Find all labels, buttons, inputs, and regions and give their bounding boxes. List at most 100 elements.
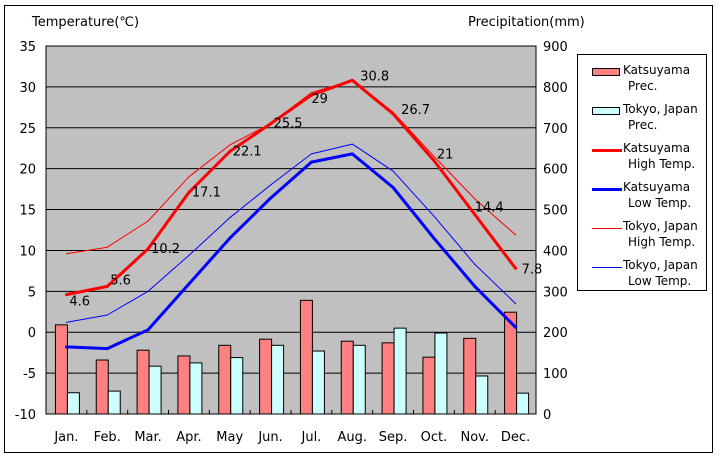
legend-swatch — [592, 228, 622, 229]
plot-area: 35 30 25 20 15 10 5 0 -5 -10 900 800 700 600 500 400 300… — [15, 40, 568, 445]
high-temp-data-label: 7.8 — [522, 262, 543, 277]
left-axis-title: Temperature(℃) — [31, 15, 139, 30]
katsuyama-low-temp-point — [391, 185, 395, 189]
tokyo-high-temp-point — [229, 144, 231, 146]
katsuyama-low-temp-point — [105, 347, 109, 351]
high-temp-data-label: 21 — [437, 147, 454, 162]
legend-label-line2: Low Temp. — [628, 196, 692, 210]
legend-item-tokyo-high-temp: Tokyo, Japan High Temp. — [578, 215, 708, 253]
katsuyama-high-temp-line — [66, 78, 517, 297]
legend-swatch — [592, 149, 622, 152]
high-temp-data-label: 30.8 — [360, 69, 389, 84]
legend-item-katsuyama-high-temp: Katsuyama High Temp. — [578, 137, 708, 175]
bar-katsuyama-prec — [218, 344, 232, 415]
x-tick-label: Aug. — [337, 430, 367, 445]
x-tick-label: Jul. — [301, 430, 322, 445]
katsuyama-high-temp-point — [105, 284, 109, 288]
bar-tokyo-prec — [230, 357, 244, 415]
legend-label: Katsuyama Prec. — [623, 62, 690, 94]
x-tick-label: Feb. — [94, 430, 121, 445]
bar-katsuyama-prec — [504, 311, 518, 415]
tokyo-low-temp-point — [229, 217, 231, 219]
tokyo-low-temp-line — [66, 143, 516, 323]
bar-katsuyama-prec — [177, 355, 191, 415]
bar-tokyo-prec — [66, 392, 80, 415]
legend-label-line1: Katsuyama — [623, 180, 691, 194]
right-tick-label: 800 — [543, 81, 568, 96]
legend-item-katsuyama-prec: Katsuyama Prec. — [578, 59, 708, 97]
legend-label: Tokyo, Japan Prec. — [623, 101, 698, 133]
left-tick-label: 15 — [19, 204, 36, 219]
right-tick-label: 200 — [543, 326, 568, 341]
tokyo-low-temp-point — [270, 184, 272, 186]
legend-swatch — [592, 68, 620, 76]
high-temp-data-label: 26.7 — [401, 103, 430, 118]
katsuyama-low-temp-point — [64, 345, 68, 349]
right-tick-label: 300 — [543, 285, 568, 300]
bar-tokyo-prec — [189, 362, 203, 415]
tokyo-high-temp-point — [351, 79, 353, 81]
high-temp-data-label: 22.1 — [233, 144, 262, 159]
legend-label: Katsuyama Low Temp. — [623, 179, 691, 211]
tokyo-low-temp-point — [392, 170, 394, 172]
legend-label-line1: Tokyo, Japan — [623, 102, 698, 116]
bar-katsuyama-prec — [95, 359, 109, 415]
katsuyama-high-temp-point — [391, 112, 395, 116]
legend-item-tokyo-low-temp: Tokyo, Japan Low Temp. — [578, 254, 708, 292]
tokyo-low-temp-point — [433, 215, 435, 217]
bar-katsuyama-prec — [340, 340, 354, 415]
high-temp-data-label: 5.6 — [110, 273, 131, 288]
legend-label-line1: Katsuyama — [623, 141, 691, 155]
bar-katsuyama-prec — [299, 299, 313, 415]
right-tick-label: 600 — [543, 163, 568, 178]
tokyo-high-temp-point — [65, 253, 67, 255]
high-temp-data-label: 17.1 — [192, 185, 221, 200]
katsuyama-low-temp-point — [473, 284, 477, 288]
bar-tokyo-prec — [434, 332, 448, 415]
tokyo-low-temp-point — [147, 290, 149, 292]
tokyo-high-temp-point — [474, 198, 476, 200]
tokyo-low-temp-point — [515, 303, 517, 305]
legend-label-line1: Tokyo, Japan — [623, 219, 698, 233]
bar-katsuyama-prec — [422, 356, 436, 415]
katsuyama-high-temp-point — [514, 266, 518, 270]
left-tick-label: 10 — [19, 244, 36, 259]
tokyo-high-temp-point — [147, 220, 149, 222]
high-temp-data-label: 4.6 — [69, 295, 90, 310]
bar-tokyo-prec — [475, 375, 489, 415]
bar-tokyo-prec — [311, 350, 325, 415]
bar-katsuyama-prec — [136, 349, 150, 415]
tokyo-high-temp-point — [188, 176, 190, 178]
bar-tokyo-prec — [148, 365, 162, 415]
x-tick-label: Apr. — [176, 430, 201, 445]
tokyo-high-temp-point — [515, 234, 517, 236]
tokyo-high-temp-point — [392, 111, 394, 113]
bar-katsuyama-prec — [381, 342, 395, 415]
left-tick-label: 30 — [19, 81, 36, 96]
high-temp-data-label: 29 — [311, 92, 328, 107]
bar-tokyo-prec — [393, 327, 407, 415]
bar-katsuyama-prec — [463, 337, 477, 415]
katsuyama-high-temp-point — [187, 190, 191, 194]
left-tick-label: 35 — [19, 40, 36, 55]
legend-label-line1: Katsuyama — [623, 63, 691, 77]
legend-label-line2: Prec. — [628, 79, 658, 93]
left-tick-label: 5 — [28, 285, 36, 300]
right-tick-label: 900 — [543, 40, 568, 55]
left-tick-label: -5 — [23, 367, 36, 382]
high-temp-data-label: 14.4 — [475, 200, 504, 215]
katsuyama-low-temp-point — [309, 160, 313, 164]
right-tick-label: 400 — [543, 244, 568, 259]
katsuyama-low-temp-point — [514, 325, 518, 329]
high-temp-data-label: 25.5 — [274, 117, 303, 132]
tokyo-low-temp-point — [188, 254, 190, 256]
legend-item-tokyo-prec: Tokyo, Japan Prec. — [578, 98, 708, 136]
tokyo-low-temp-point — [106, 314, 108, 316]
katsuyama-low-temp-point — [187, 282, 191, 286]
legend-label-line2: High Temp. — [628, 157, 696, 171]
left-tick-label: 0 — [28, 326, 36, 341]
x-tick-label: Jan. — [53, 430, 78, 445]
tokyo-low-temp-point — [310, 153, 312, 155]
legend-label: Katsuyama High Temp. — [623, 140, 695, 172]
